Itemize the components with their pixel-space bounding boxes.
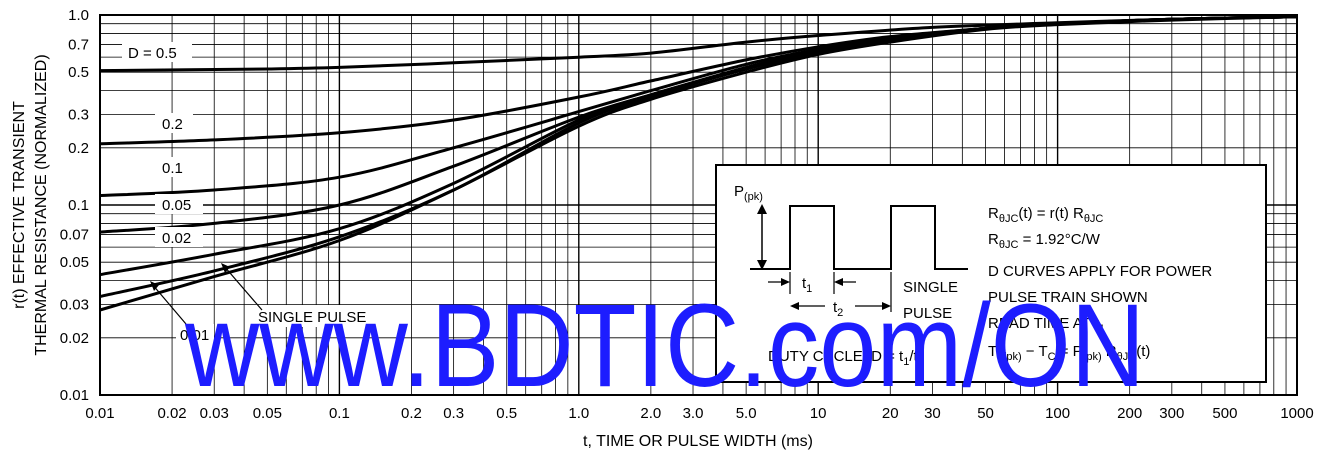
x-tick-label: 0.1 — [329, 405, 350, 422]
inset-line4: PULSE TRAIN SHOWN — [988, 289, 1148, 306]
inset-ppk-arrow-up — [757, 204, 767, 214]
inset-eq1: RθJC(t) = r(t) RθJC — [988, 205, 1103, 225]
curve-label-d05: D = 0.5 — [128, 45, 177, 62]
label-bg-d005 — [155, 194, 203, 214]
inset-single-line2: PULSE — [903, 305, 952, 322]
x-tick-label: 300 — [1159, 405, 1184, 422]
y-tick-label: 0.07 — [60, 226, 89, 243]
inset-t2-arrowhead-left — [790, 302, 799, 310]
x-tick-label: 500 — [1212, 405, 1237, 422]
inset-line5: READ TIME AT t1 — [988, 315, 1105, 335]
inset-t2-arrowhead-right — [882, 302, 891, 310]
y-tick-labels: 0.01 0.02 0.03 0.05 0.07 0.1 0.2 0.3 0.5 0.7 1.0 — [60, 7, 89, 404]
y-tick-label: 0.3 — [68, 106, 89, 123]
x-tick-label: 200 — [1117, 405, 1142, 422]
inset-frame — [715, 164, 1267, 383]
x-tick-label: 100 — [1045, 405, 1070, 422]
curve-label-single-pulse: SINGLE PULSE — [258, 309, 366, 326]
inset-box: P(pk) t1 t2 SINGLE PULSE DUTY CYCLE, D =… — [715, 164, 1267, 383]
leader-d001 — [151, 283, 187, 325]
y-tick-label: 0.7 — [68, 36, 89, 53]
label-bg-d01 — [155, 157, 193, 177]
inset-duty-cycle: DUTY CYCLE, D = t1/t2 — [768, 348, 924, 368]
y-tick-label: 1.0 — [68, 7, 89, 24]
label-bg-d002 — [155, 227, 203, 247]
x-tick-label: 2.0 — [640, 405, 661, 422]
inset-t1-arrowhead-right — [834, 278, 843, 286]
label-bg-d02 — [155, 113, 193, 133]
inset-t1-label: t1 — [802, 275, 812, 295]
x-tick-label: 0.5 — [496, 405, 517, 422]
leader-single — [223, 265, 263, 311]
y-tick-label: 0.01 — [60, 387, 89, 404]
inset-single-line1: SINGLE — [903, 279, 958, 296]
curve-label-d005: 0.05 — [162, 197, 191, 214]
x-axis-title: t, TIME OR PULSE WIDTH (ms) — [583, 433, 813, 450]
series-group — [99, 15, 1298, 312]
x-tick-label: 1000 — [1280, 405, 1313, 422]
curve-label-d001: 0.01 — [180, 327, 209, 344]
series-line — [99, 15, 1298, 73]
inset-line6: TJ(pk) − TC = P(pk) RθJC(t) — [988, 343, 1150, 363]
x-tick-label: 3.0 — [683, 405, 704, 422]
label-bg-d05 — [122, 42, 192, 62]
x-tick-label: 0.3 — [443, 405, 464, 422]
inset-ppk-arrow-down — [757, 260, 767, 270]
y-tick-label: 0.1 — [68, 197, 89, 214]
y-tick-label: 0.2 — [68, 140, 89, 157]
arrow-d001 — [150, 281, 159, 291]
y-axis-title-line2: THERMAL RESISTANCE (NORMALIZED) — [33, 54, 50, 355]
y-axis-title-line1: r(t) EFFECTIVE TRANSIENT — [11, 101, 28, 309]
x-tick-label: 0.05 — [253, 405, 282, 422]
x-tick-label: 20 — [882, 405, 899, 422]
y-tick-label: 0.5 — [68, 64, 89, 81]
x-tick-label: 0.03 — [200, 405, 229, 422]
watermark-text: www.BDTIC.com/ON — [184, 280, 1145, 412]
x-tick-label: 0.02 — [157, 405, 186, 422]
curve-label-d002: 0.02 — [162, 230, 191, 247]
arrow-single — [221, 263, 230, 273]
x-tick-label: 50 — [977, 405, 994, 422]
y-tick-label: 0.02 — [60, 330, 89, 347]
inset-ppk: P(pk) — [734, 183, 763, 203]
x-tick-label: 30 — [924, 405, 941, 422]
series-line — [99, 15, 1298, 312]
inset-t1-arrowhead-left — [781, 278, 790, 286]
label-bg-single — [253, 305, 386, 327]
x-tick-label: 5.0 — [736, 405, 757, 422]
x-tick-label: 10 — [810, 405, 827, 422]
inset-eq2: RθJC = 1.92°C/W — [988, 231, 1101, 251]
inset-t2-label: t2 — [833, 299, 843, 319]
x-tick-label: 0.2 — [401, 405, 422, 422]
y-tick-label: 0.05 — [60, 254, 89, 271]
x-tick-label: 1.0 — [568, 405, 589, 422]
plot-frame — [99, 14, 1298, 396]
inset-line3: D CURVES APPLY FOR POWER — [988, 263, 1212, 280]
curve-label-d01: 0.1 — [162, 160, 183, 177]
x-tick-label: 0.01 — [85, 405, 114, 422]
label-bg-d001 — [176, 324, 214, 344]
x-tick-labels: 0.01 0.02 0.03 0.05 0.1 0.2 0.3 0.5 1.0 2.0 3.0 5.0… — [85, 405, 1313, 422]
curve-label-d02: 0.2 — [162, 116, 183, 133]
y-tick-label: 0.03 — [60, 296, 89, 313]
inset-pulse-waveform — [750, 205, 968, 270]
